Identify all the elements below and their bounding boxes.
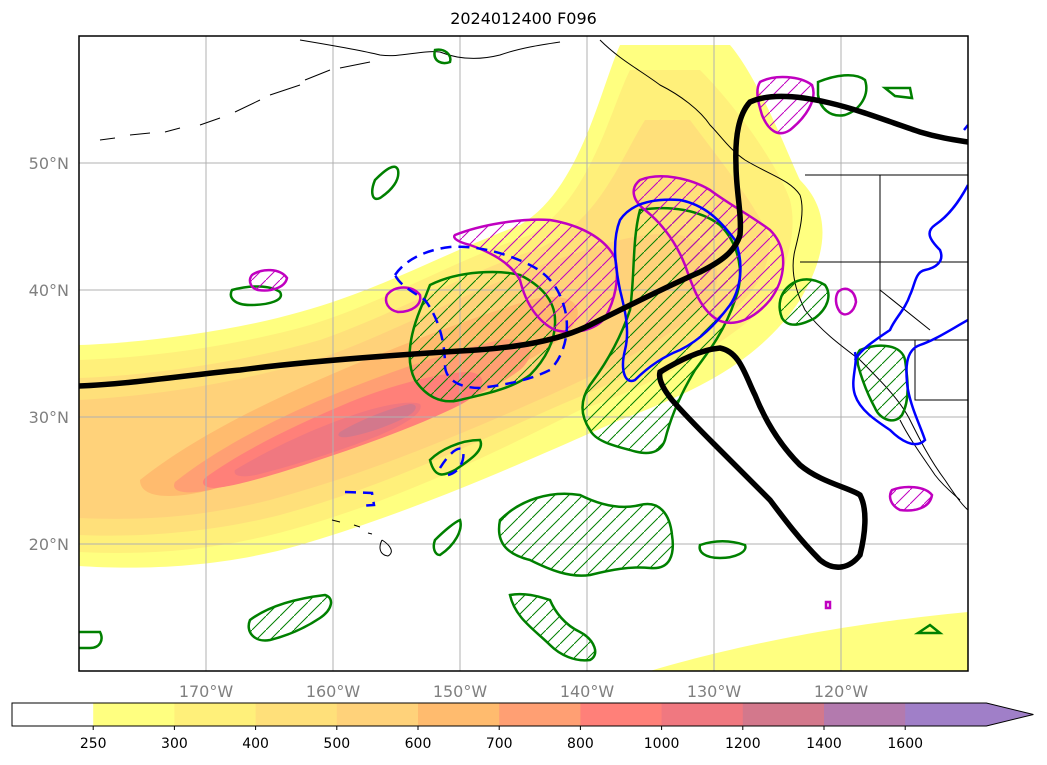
colorbar-tick-label: 1600: [887, 736, 923, 752]
green-region-south: [497, 492, 674, 577]
colorbar-segment: [824, 703, 906, 726]
latitude-labels: 50°N 40°N 30°N 20°N: [29, 154, 69, 554]
hawaii-islands: [331, 519, 392, 557]
lon-label: 160°W: [306, 682, 361, 701]
ivt-fill-250-south: [650, 612, 968, 671]
colorbar-segment: [12, 703, 94, 726]
state-borders: [800, 175, 968, 401]
colorbar-tick-label: 1200: [725, 736, 761, 752]
blue-solid-northcoast: [853, 184, 968, 361]
lat-label: 30°N: [29, 408, 69, 427]
colorbar-segment: [336, 703, 419, 726]
green-region-southeast: [508, 592, 597, 662]
colorbar-segment: [499, 703, 581, 726]
colorbar-segment: [418, 703, 500, 726]
colorbar-tick-label: 700: [486, 736, 513, 752]
lon-label: 170°W: [179, 682, 234, 701]
colorbar-ticks: 250 300 400 500 600 700 800 1000 1200 1400 1600: [80, 726, 923, 752]
magenta-region-east: [632, 175, 785, 325]
coastlines: [99, 39, 968, 557]
green-region-far-sw: [79, 630, 103, 650]
blue-dashed-south: [438, 447, 465, 477]
green-region-baja: [856, 344, 909, 422]
black-contour-trough: [656, 345, 868, 570]
colorbar-segment: [580, 703, 663, 726]
green-region-ne2: [881, 86, 914, 100]
colorbar-extend-arrow: [986, 703, 1034, 726]
magenta-region-coast: [834, 287, 858, 316]
alaska-coast: [299, 39, 561, 59]
aleutian-islands: [99, 61, 371, 141]
lon-label: 140°W: [560, 682, 615, 701]
colorbar-tick-label: 300: [161, 736, 188, 752]
magenta-region-south: [888, 485, 934, 512]
black-contour-main: [79, 93, 968, 389]
blue-dashed-hawaii: [344, 490, 376, 508]
map-title: 2024012400 F096: [450, 9, 597, 28]
magenta-contours: [248, 75, 934, 610]
baja-california: [899, 419, 961, 501]
colorbar-tick-label: 800: [567, 736, 594, 752]
green-region-northcoast: [778, 278, 830, 326]
green-region-small3: [432, 518, 462, 557]
magenta-region-northeast: [756, 75, 815, 135]
colorbar-segment: [255, 703, 338, 726]
green-region-small1: [371, 165, 400, 201]
colorbar-outline: [11, 702, 1034, 727]
longitude-labels: 170°W 160°W 150°W 140°W 130°W 120°W: [179, 682, 869, 701]
colorbar-tick-label: 1400: [806, 736, 842, 752]
colorbar-segment: [742, 703, 825, 726]
green-region-northeast: [816, 74, 868, 117]
magenta-region-midwest: [384, 286, 422, 314]
colorbar-tick-label: 600: [405, 736, 432, 752]
alaska-panhandle: [599, 39, 968, 511]
colorbar-tick-label: 250: [80, 736, 107, 752]
colorbar: [11, 702, 1034, 727]
green-region-small2: [428, 438, 483, 476]
lat-label: 40°N: [29, 281, 69, 300]
ivt-shading: [79, 45, 968, 671]
lon-label: 130°W: [687, 682, 742, 701]
magenta-region-dot: [824, 600, 832, 610]
green-region-nw: [433, 48, 452, 65]
green-region-small4: [698, 540, 747, 560]
colorbar-segment: [905, 703, 987, 726]
lat-label: 20°N: [29, 535, 69, 554]
magenta-region-west: [248, 268, 289, 292]
colorbar-segment: [661, 703, 744, 726]
colorbar-tick-label: 500: [323, 736, 350, 752]
green-region-southwest: [247, 593, 333, 642]
ivt-fill-1200: [338, 404, 416, 438]
green-region-se-small: [913, 623, 944, 635]
map-frame: [78, 35, 969, 672]
lon-label: 120°W: [814, 682, 869, 701]
colorbar-tick-label: 400: [242, 736, 269, 752]
map-plot-area: [79, 36, 968, 671]
black-contour: [79, 93, 968, 570]
colorbar-tick-label: 1000: [644, 736, 680, 752]
colorbar-segment: [93, 703, 175, 726]
blue-solid-baja: [852, 318, 968, 446]
lon-label: 150°W: [433, 682, 488, 701]
lat-label: 50°N: [29, 154, 69, 173]
colorbar-segment: [174, 703, 257, 726]
